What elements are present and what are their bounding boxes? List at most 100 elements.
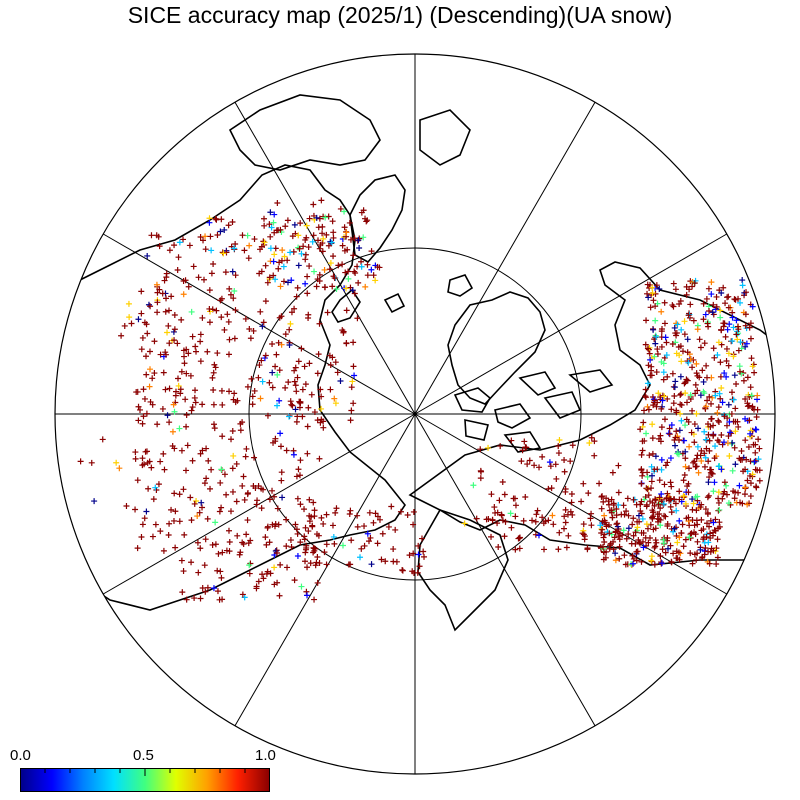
accuracy-marker (135, 316, 142, 323)
accuracy-marker (733, 331, 740, 338)
accuracy-marker (654, 511, 661, 518)
accuracy-marker (137, 406, 144, 413)
accuracy-marker (643, 317, 650, 324)
accuracy-marker (321, 266, 328, 273)
accuracy-marker (340, 328, 347, 335)
accuracy-marker (363, 218, 370, 225)
accuracy-marker (744, 501, 751, 508)
accuracy-marker (329, 218, 336, 225)
accuracy-marker (633, 548, 640, 555)
accuracy-marker (225, 351, 232, 358)
accuracy-marker (245, 540, 252, 547)
accuracy-marker (682, 463, 689, 470)
accuracy-marker (351, 372, 358, 379)
accuracy-marker (689, 506, 696, 513)
meridian-line (414, 413, 596, 727)
accuracy-marker (334, 369, 341, 376)
accuracy-marker (676, 534, 683, 541)
accuracy-marker (269, 369, 276, 376)
accuracy-marker (314, 554, 321, 561)
accuracy-marker (221, 326, 228, 333)
accuracy-marker (347, 417, 354, 424)
accuracy-marker (311, 507, 318, 514)
accuracy-marker (244, 232, 251, 239)
accuracy-marker (314, 579, 321, 586)
accuracy-marker (134, 545, 141, 552)
accuracy-marker (166, 520, 173, 527)
accuracy-marker (276, 592, 283, 599)
accuracy-marker (702, 544, 709, 551)
accuracy-marker (601, 531, 608, 538)
accuracy-marker (698, 527, 705, 534)
accuracy-marker (249, 401, 256, 408)
accuracy-marker (350, 363, 357, 370)
accuracy-marker (714, 536, 721, 543)
accuracy-marker (368, 561, 375, 568)
accuracy-marker (689, 283, 696, 290)
accuracy-marker (306, 518, 313, 525)
accuracy-marker (126, 314, 133, 321)
accuracy-marker (755, 436, 762, 443)
accuracy-marker (404, 512, 411, 519)
accuracy-marker (708, 415, 715, 422)
accuracy-marker (154, 289, 161, 296)
accuracy-marker (262, 534, 269, 541)
accuracy-marker (668, 483, 675, 490)
accuracy-marker (178, 557, 185, 564)
accuracy-marker (261, 215, 268, 222)
accuracy-marker (625, 531, 632, 538)
accuracy-marker (678, 417, 685, 424)
accuracy-marker (361, 542, 368, 549)
accuracy-marker (218, 574, 225, 581)
accuracy-marker (266, 496, 273, 503)
accuracy-marker (203, 475, 210, 482)
accuracy-marker (694, 452, 701, 459)
accuracy-marker (128, 320, 135, 327)
accuracy-marker (613, 505, 620, 512)
accuracy-marker (123, 502, 130, 509)
accuracy-marker (316, 215, 323, 222)
accuracy-marker (674, 321, 681, 328)
accuracy-marker (641, 407, 648, 414)
accuracy-marker (632, 529, 639, 536)
accuracy-marker (302, 558, 309, 565)
accuracy-marker (170, 401, 177, 408)
accuracy-marker (724, 440, 731, 447)
accuracy-marker (143, 448, 150, 455)
accuracy-marker (293, 418, 300, 425)
accuracy-marker (612, 550, 619, 557)
accuracy-marker (261, 239, 268, 246)
accuracy-marker (461, 520, 468, 527)
accuracy-marker (246, 242, 253, 249)
colorbar-mid-label: 0.5 (133, 747, 154, 764)
accuracy-marker (752, 449, 759, 456)
accuracy-marker (264, 279, 271, 286)
accuracy-marker (681, 380, 688, 387)
accuracy-marker (219, 596, 226, 603)
accuracy-marker (752, 483, 759, 490)
accuracy-marker (316, 560, 323, 567)
accuracy-marker (549, 512, 556, 519)
accuracy-marker (616, 543, 623, 550)
accuracy-marker (301, 536, 308, 543)
accuracy-marker (309, 238, 316, 245)
accuracy-marker (691, 551, 698, 558)
accuracy-marker (678, 530, 685, 537)
accuracy-marker (364, 272, 371, 279)
accuracy-marker (620, 527, 627, 534)
accuracy-marker (645, 539, 652, 546)
accuracy-marker (168, 506, 175, 513)
accuracy-marker (320, 520, 327, 527)
accuracy-marker (659, 397, 666, 404)
accuracy-marker (691, 522, 698, 529)
accuracy-marker (650, 396, 657, 403)
accuracy-marker (169, 442, 176, 449)
accuracy-marker (677, 297, 684, 304)
accuracy-marker (279, 247, 286, 254)
accuracy-marker (197, 233, 204, 240)
accuracy-marker (532, 531, 539, 538)
accuracy-marker (644, 290, 651, 297)
accuracy-marker (713, 293, 720, 300)
accuracy-marker (352, 270, 359, 277)
accuracy-marker (667, 503, 674, 510)
